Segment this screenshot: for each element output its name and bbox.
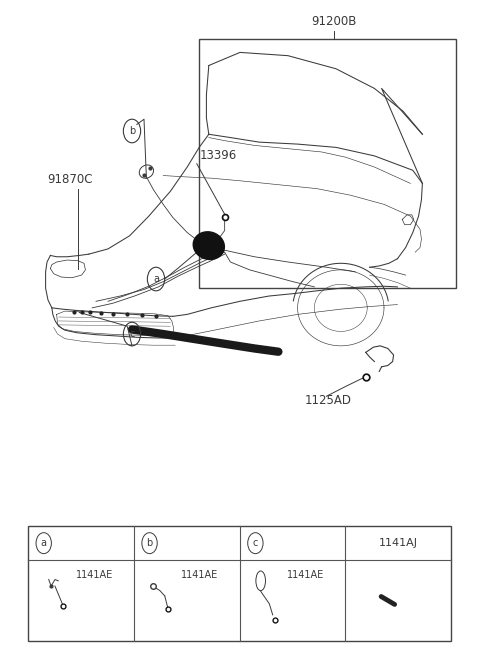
Text: a: a [41, 538, 47, 548]
Text: b: b [146, 538, 153, 548]
Bar [28, 526, 451, 641]
Text: c: c [252, 538, 258, 548]
Text: 1125AD: 1125AD [305, 394, 352, 407]
Text: 1141AE: 1141AE [287, 570, 324, 580]
Text: 91200B: 91200B [311, 14, 356, 28]
Ellipse shape [193, 232, 224, 259]
Bar [199, 39, 456, 288]
Text: 1141AE: 1141AE [181, 570, 218, 580]
Text: b: b [129, 126, 135, 136]
Text: 1141AJ: 1141AJ [379, 538, 418, 548]
Text: 13396: 13396 [199, 149, 237, 162]
Text: 91870C: 91870C [47, 173, 93, 186]
Text: 1141AE: 1141AE [75, 570, 113, 580]
Text: a: a [153, 274, 159, 284]
Text: c: c [129, 329, 135, 339]
